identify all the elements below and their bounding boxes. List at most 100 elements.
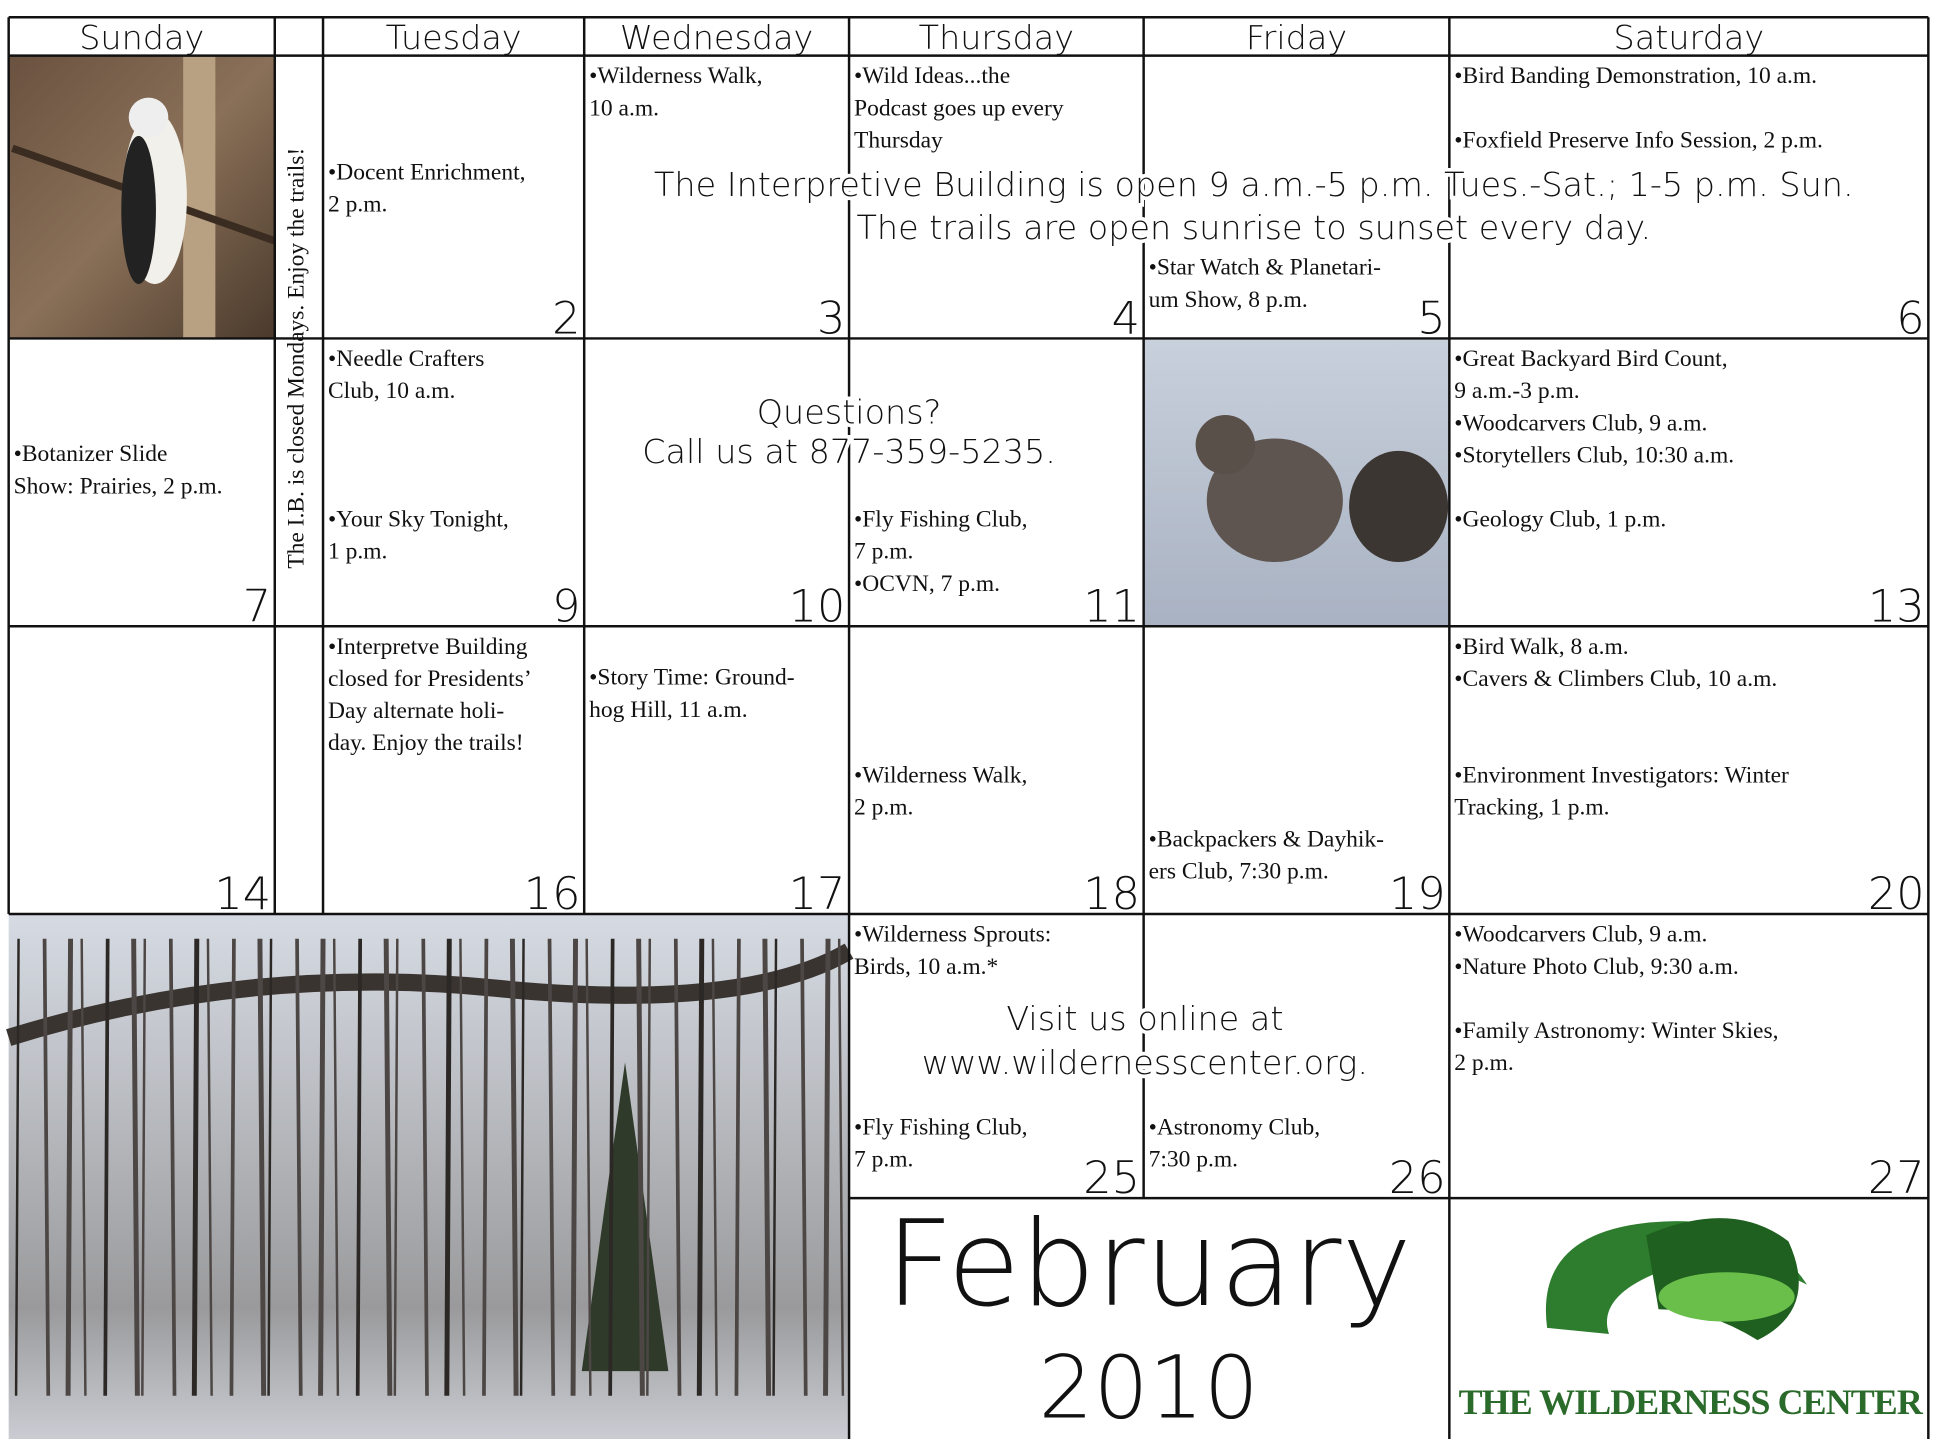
event-text: 2 p.m. bbox=[328, 192, 387, 218]
event-text: •Bird Banding Demonstration, 10 a.m. bbox=[1454, 63, 1817, 89]
notice-text: Visit us online at bbox=[1006, 999, 1283, 1038]
day-number: 3 bbox=[817, 294, 845, 345]
tree-trunk bbox=[547, 938, 556, 1396]
event-text: •Star Watch & Planetari- bbox=[1149, 255, 1381, 281]
tree-trunk bbox=[570, 938, 579, 1396]
tree-trunk bbox=[65, 938, 74, 1396]
event-text: Birds, 10 a.m.* bbox=[854, 954, 998, 980]
tree-trunk bbox=[103, 938, 110, 1396]
event-text: Show: Prairies, 2 p.m. bbox=[14, 473, 223, 499]
tree-trunk bbox=[646, 938, 652, 1396]
notice-text: www.wildernesscenter.org. bbox=[922, 1043, 1368, 1082]
tree-trunk bbox=[131, 938, 140, 1396]
day-number: 6 bbox=[1896, 294, 1924, 345]
event-text: Tracking, 1 p.m. bbox=[1454, 794, 1609, 820]
event-text: •Your Sky Tonight, bbox=[328, 507, 509, 533]
event-text: •Fly Fishing Club, bbox=[854, 1114, 1027, 1140]
tree-trunk bbox=[519, 938, 525, 1396]
tree-trunk bbox=[42, 938, 51, 1396]
event-text: •Family Astronomy: Winter Skies, bbox=[1454, 1018, 1778, 1044]
day-number: 2 bbox=[552, 294, 580, 345]
forest-photo bbox=[6, 914, 854, 1439]
day-header: Thursday bbox=[919, 18, 1074, 57]
event-text: •Wilderness Walk, bbox=[589, 63, 762, 89]
event-text: •Wilderness Walk, bbox=[854, 762, 1027, 788]
day-header: Friday bbox=[1246, 18, 1347, 57]
tree-trunk bbox=[393, 938, 399, 1396]
tree-trunk bbox=[459, 938, 466, 1396]
event-text: •Storytellers Club, 10:30 a.m. bbox=[1454, 442, 1734, 468]
notice-text: The Interpretive Building is open 9 a.m.… bbox=[654, 165, 1854, 204]
day-number: 5 bbox=[1417, 294, 1445, 345]
side-note: The I.B. is closed Mondays. Enjoy the tr… bbox=[284, 148, 310, 569]
event-text: •Backpackers & Dayhik- bbox=[1149, 827, 1384, 853]
notice-text: Questions? bbox=[757, 392, 942, 431]
day-number: 11 bbox=[1083, 581, 1140, 632]
tree-trunk bbox=[80, 938, 87, 1396]
event-text: •Wild Ideas...the bbox=[854, 63, 1010, 89]
event-text: closed for Presidents’ bbox=[328, 666, 532, 692]
event-text: ers Club, 7:30 p.m. bbox=[1149, 859, 1329, 885]
tree-trunk bbox=[636, 938, 645, 1396]
event-text: 2 p.m. bbox=[1454, 1050, 1513, 1076]
tree-trunk bbox=[711, 938, 718, 1396]
day-number: 10 bbox=[789, 581, 846, 632]
year: 2010 bbox=[1038, 1338, 1258, 1438]
notice-text: Call us at 877-359-5235. bbox=[642, 432, 1056, 471]
event-text: •Fly Fishing Club, bbox=[854, 507, 1027, 533]
tree-trunk bbox=[168, 938, 177, 1396]
day-number: 27 bbox=[1868, 1153, 1925, 1204]
event-text: •Docent Enrichment, bbox=[328, 160, 526, 186]
day-number: 4 bbox=[1112, 294, 1140, 345]
tree-trunk bbox=[673, 938, 682, 1396]
day-number: 9 bbox=[552, 581, 580, 632]
tree-trunk bbox=[383, 938, 393, 1396]
tree-trunk bbox=[608, 938, 615, 1396]
tree-trunk bbox=[318, 938, 326, 1396]
event-text: Thursday bbox=[854, 127, 943, 153]
event-text: Day alternate holi- bbox=[328, 698, 504, 724]
day-number: 17 bbox=[789, 869, 846, 920]
event-text: •Cavers & Climbers Club, 10 a.m. bbox=[1454, 666, 1777, 692]
tree-trunk bbox=[823, 938, 831, 1396]
tree-trunk bbox=[482, 938, 489, 1396]
day-number: 18 bbox=[1083, 869, 1140, 920]
day-number: 25 bbox=[1083, 1153, 1140, 1204]
tree-trunk bbox=[191, 938, 200, 1396]
day-number: 7 bbox=[243, 581, 271, 632]
event-text: •Interpretve Building bbox=[328, 634, 528, 660]
event-text: Podcast goes up every bbox=[854, 95, 1064, 121]
event-text: •Needle Crafters bbox=[328, 346, 484, 372]
tree-trunk bbox=[229, 938, 236, 1396]
month: February bbox=[885, 1195, 1411, 1333]
event-text: •OCVN, 7 p.m. bbox=[854, 571, 1000, 597]
day-header: Sunday bbox=[79, 18, 204, 57]
tree-trunk bbox=[772, 938, 778, 1396]
day-number: 26 bbox=[1389, 1153, 1446, 1204]
event-text: 10 a.m. bbox=[589, 95, 659, 121]
event-text: •Great Backyard Bird Count, bbox=[1454, 346, 1727, 372]
tree-trunk bbox=[267, 938, 273, 1396]
event-text: •Story Time: Ground- bbox=[589, 665, 794, 691]
tree-trunk bbox=[509, 938, 519, 1396]
tree-trunk bbox=[444, 938, 452, 1396]
tree-trunk bbox=[206, 938, 213, 1396]
event-text: Club, 10 a.m. bbox=[328, 378, 455, 404]
tree-trunk bbox=[696, 938, 705, 1396]
tree-trunk bbox=[734, 938, 741, 1396]
event-text: •Botanizer Slide bbox=[14, 441, 168, 467]
event-text: 7:30 p.m. bbox=[1149, 1146, 1238, 1172]
logo bbox=[1545, 1218, 1808, 1341]
event-text: 2 p.m. bbox=[854, 794, 913, 820]
event-text: •Geology Club, 1 p.m. bbox=[1454, 507, 1666, 533]
event-text: •Astronomy Club, bbox=[1149, 1114, 1321, 1140]
day-number: 13 bbox=[1868, 581, 1925, 632]
logo-text: THE WILDERNESS CENTER bbox=[1459, 1382, 1924, 1422]
tree-trunk bbox=[14, 938, 20, 1396]
notice-text: The trails are open sunrise to sunset ev… bbox=[857, 208, 1652, 247]
squirrel-photo bbox=[1143, 338, 1450, 627]
event-text: •Woodcarvers Club, 9 a.m. bbox=[1454, 410, 1707, 436]
tree-trunk bbox=[585, 938, 592, 1396]
